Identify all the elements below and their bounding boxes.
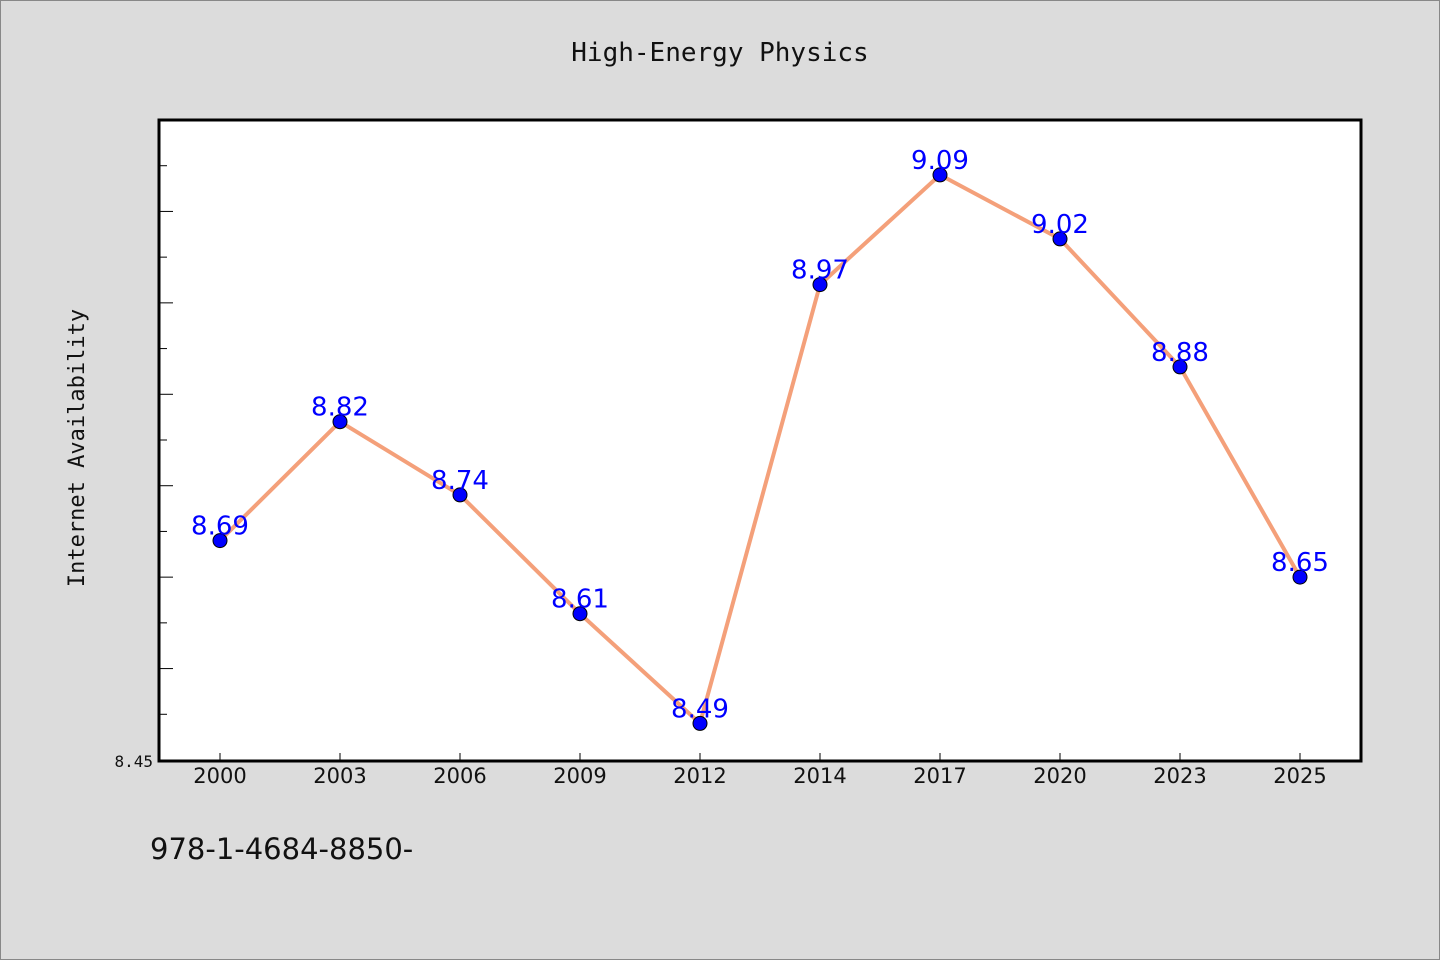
data-point xyxy=(692,715,708,731)
data-label: 8.88 xyxy=(1151,338,1209,368)
data-point xyxy=(1172,359,1188,375)
x-tick-label: 2025 xyxy=(1273,764,1326,788)
data-point xyxy=(332,414,348,430)
data-label: 8.61 xyxy=(551,585,609,615)
y-axis-label: Internet Availability xyxy=(65,309,90,587)
x-tick-label: 2000 xyxy=(193,764,246,788)
x-tick-label: 2014 xyxy=(793,764,846,788)
data-label: 8.65 xyxy=(1271,548,1329,578)
data-point xyxy=(812,277,828,293)
y-axis-ticks xyxy=(159,119,173,761)
x-axis-tick-labels: 2000 2003 2006 2009 2012 2014 2017 2020 2023 2025 xyxy=(193,753,1327,788)
data-point xyxy=(932,167,948,183)
x-tick-label: 2003 xyxy=(313,764,366,788)
data-label: 8.74 xyxy=(431,466,489,496)
data-point xyxy=(212,533,228,549)
y-tick-label: 8.45 xyxy=(114,752,153,771)
x-tick-label: 2020 xyxy=(1033,764,1086,788)
data-label: 9.02 xyxy=(1031,210,1089,240)
isbn-caption: 978-1-4684-8850- xyxy=(150,832,414,866)
data-label: 9.09 xyxy=(911,146,969,176)
data-labels: 8.69 8.82 8.74 8.61 8.49 8.97 9.09 9.02 8.88 8.65 xyxy=(191,146,1329,725)
data-label: 8.49 xyxy=(671,694,729,724)
data-label: 8.97 xyxy=(791,256,849,286)
x-tick-label: 2009 xyxy=(553,764,606,788)
x-tick-label: 2012 xyxy=(673,764,726,788)
data-label: 8.69 xyxy=(191,512,249,542)
plot-area xyxy=(157,118,1363,763)
x-tick-label: 2006 xyxy=(433,764,486,788)
series-line xyxy=(218,172,1302,726)
data-point xyxy=(572,606,588,622)
x-tick-label: 2017 xyxy=(913,764,966,788)
data-markers xyxy=(212,167,1308,731)
data-point xyxy=(452,487,468,503)
data-point xyxy=(1052,231,1068,247)
data-point xyxy=(1292,569,1308,585)
chart-title: High-Energy Physics xyxy=(571,38,868,68)
data-label: 8.82 xyxy=(311,393,369,423)
x-tick-label: 2023 xyxy=(1153,764,1206,788)
